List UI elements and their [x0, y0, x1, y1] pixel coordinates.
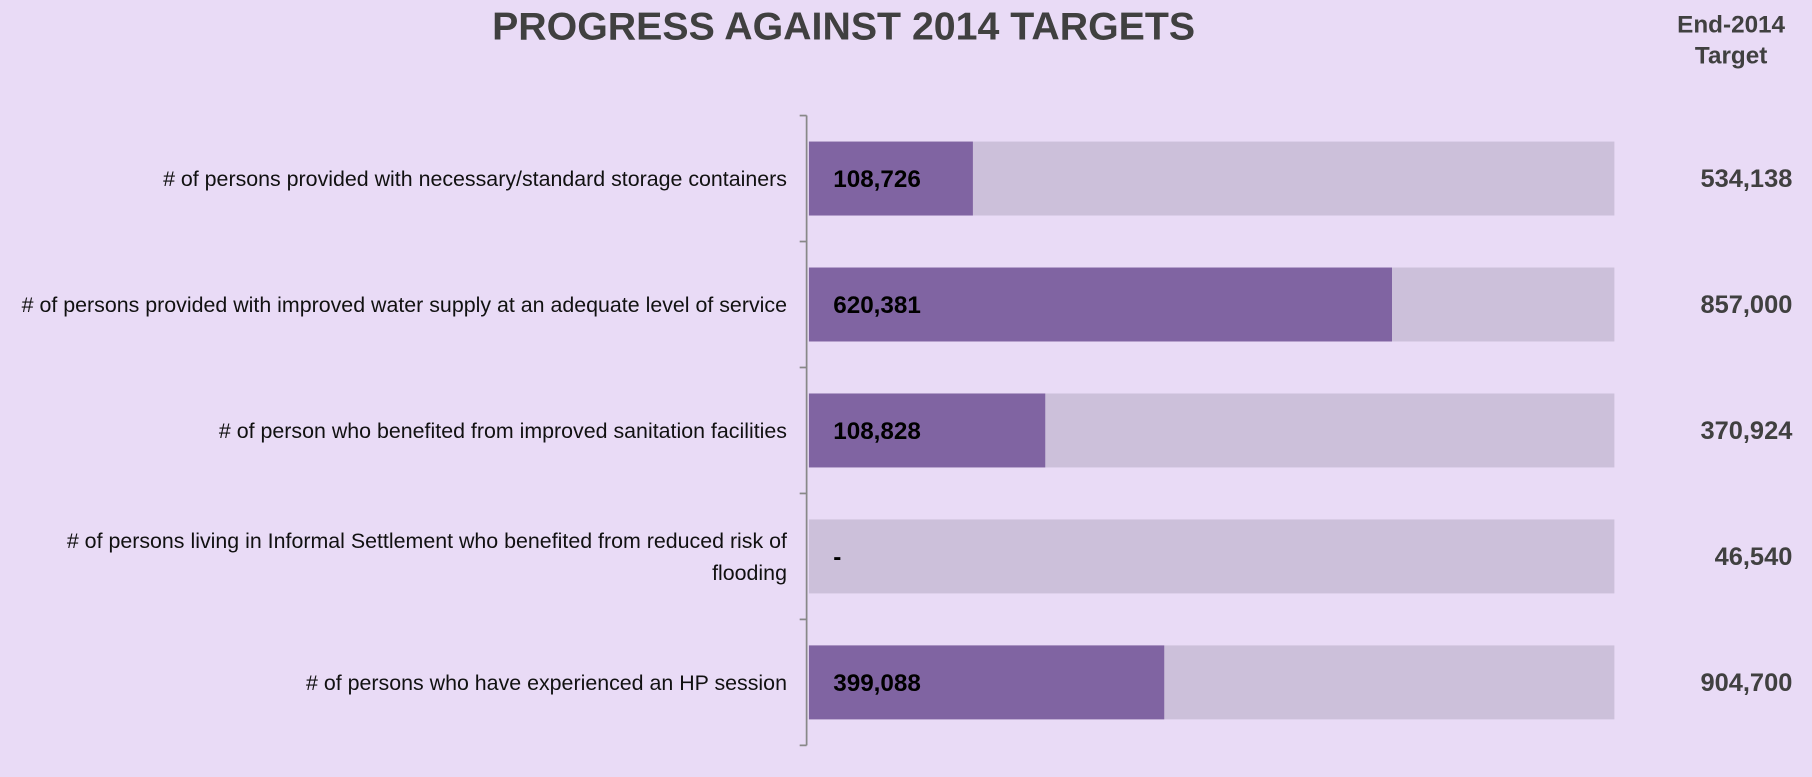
- category-label: # of persons provided with improved wate…: [21, 291, 787, 317]
- category-label: # of persons living in Informal Settleme…: [66, 527, 787, 585]
- value-label: 108,828: [833, 417, 921, 445]
- chart-title: PROGRESS AGAINST 2014 TARGETS: [492, 4, 1196, 49]
- target-bar: [808, 519, 1615, 594]
- category-label: # of persons provided with necessary/sta…: [163, 165, 787, 191]
- target-label: 534,138: [1700, 163, 1793, 193]
- category-label: # of person who benefited from improved …: [218, 417, 787, 443]
- value-label: -: [833, 543, 842, 571]
- value-label: 620,381: [833, 291, 921, 319]
- bar: [808, 267, 1392, 342]
- target-label: 370,924: [1700, 415, 1793, 445]
- value-label: 108,726: [833, 165, 921, 193]
- target-header: End-2014 Target: [1677, 11, 1786, 70]
- value-label: 399,088: [833, 669, 921, 697]
- category-label: # of persons who have experienced an HP …: [306, 669, 787, 694]
- bar: [808, 645, 1165, 720]
- target-label: 857,000: [1700, 289, 1793, 319]
- target-label: 46,540: [1714, 541, 1793, 571]
- target-label: 904,700: [1700, 667, 1793, 697]
- bar: [808, 393, 1046, 468]
- bar: [808, 141, 973, 216]
